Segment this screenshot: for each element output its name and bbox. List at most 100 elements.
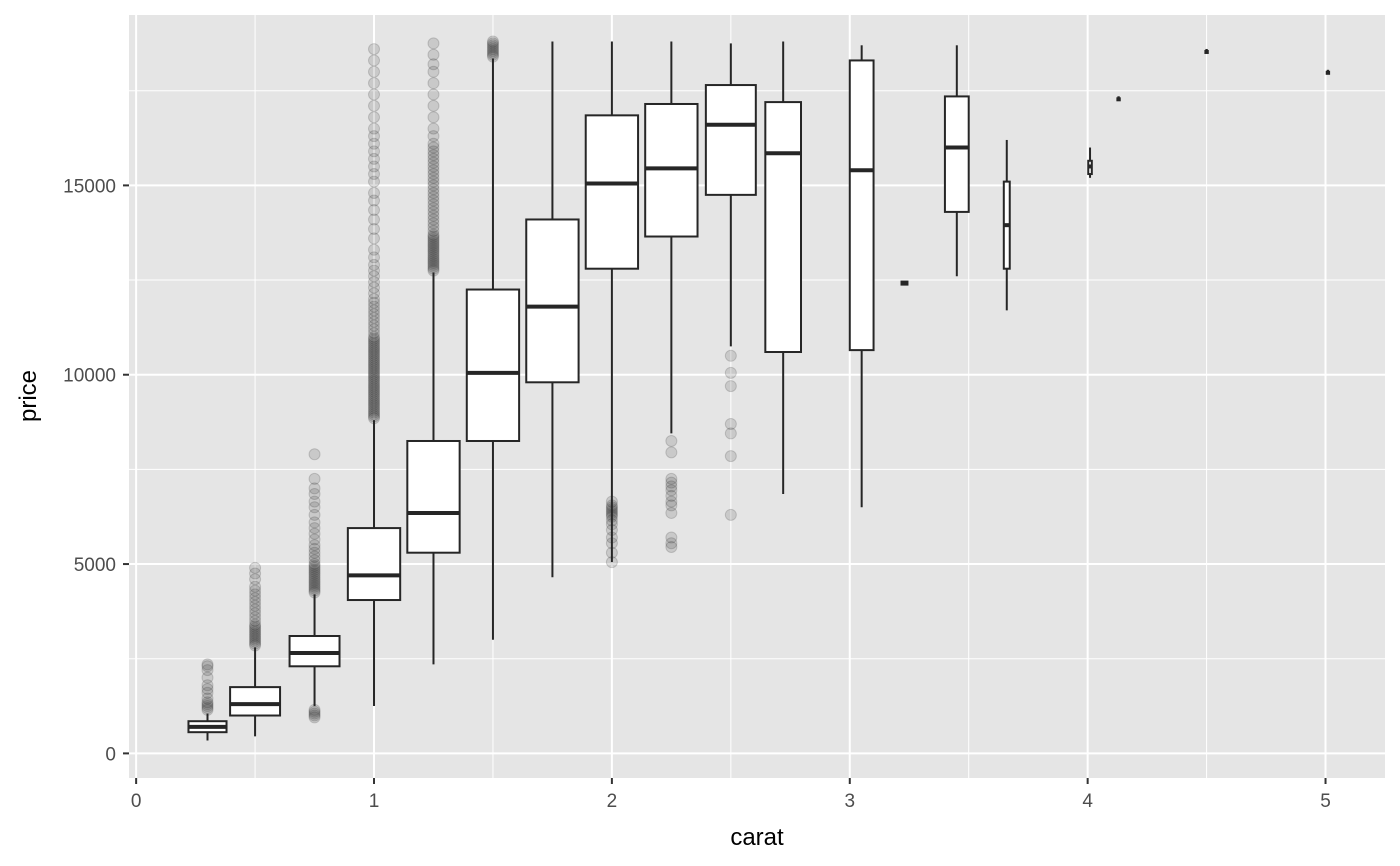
- outlier-point: [368, 363, 381, 376]
- outlier-point: [308, 561, 321, 574]
- outlier-point: [368, 364, 381, 377]
- outlier-point: [368, 374, 381, 387]
- outlier-point: [249, 584, 262, 597]
- outlier-point: [249, 614, 262, 627]
- outlier-point: [249, 603, 262, 616]
- outlier-point: [368, 243, 381, 256]
- outlier-point: [724, 508, 737, 521]
- outlier-point: [665, 472, 678, 485]
- outlier-point: [308, 488, 321, 501]
- outlier-point: [201, 698, 214, 711]
- outlier-point: [368, 385, 381, 398]
- outlier-point: [368, 351, 381, 364]
- outlier-point: [308, 527, 321, 540]
- x-axis-title: carat: [730, 824, 784, 851]
- outlier-point: [427, 230, 440, 243]
- outlier-point: [427, 232, 440, 245]
- outlier-point: [486, 44, 499, 57]
- outlier-point: [427, 160, 440, 173]
- outlier-point: [368, 130, 381, 143]
- outlier-point: [368, 344, 381, 357]
- outlier-point: [427, 205, 440, 218]
- outlier-point: [308, 516, 321, 529]
- box-body: [406, 439, 461, 554]
- outlier-point: [368, 315, 381, 328]
- box-group: [943, 45, 970, 277]
- outlier-point: [368, 368, 381, 381]
- outlier-point: [368, 300, 381, 313]
- outlier-point: [665, 531, 678, 544]
- outlier-point: [308, 554, 321, 567]
- outlier-point: [427, 130, 440, 143]
- outlier-point: [427, 152, 440, 165]
- outlier-point: [368, 330, 381, 343]
- box-group: [187, 713, 228, 741]
- outlier-point: [308, 580, 321, 593]
- outlier-point: [665, 541, 678, 554]
- outlier-point: [368, 137, 381, 150]
- outlier-point: [368, 402, 381, 415]
- outlier-point: [368, 204, 381, 217]
- outlier-point: [201, 664, 214, 677]
- outlier-point: [308, 707, 321, 720]
- box-group: [406, 272, 461, 665]
- outlier-point: [427, 245, 440, 258]
- outlier-point: [665, 446, 678, 459]
- box-body: [346, 527, 402, 602]
- outlier-point: [665, 495, 678, 508]
- outlier-point: [368, 378, 381, 391]
- outlier-point: [427, 190, 440, 203]
- outlier-point: [427, 243, 440, 256]
- outlier-point: [724, 427, 737, 440]
- outlier-point: [308, 573, 321, 586]
- outlier-point: [486, 46, 499, 59]
- box-group: [1325, 69, 1331, 75]
- outlier-point: [201, 692, 214, 705]
- outlier-point: [368, 111, 381, 124]
- outlier-point: [427, 258, 440, 271]
- outlier-point: [368, 319, 381, 332]
- outlier-point: [427, 175, 440, 188]
- outlier-point: [249, 635, 262, 648]
- x-tick-label: 1: [369, 791, 380, 812]
- outlier-point: [368, 408, 381, 421]
- outlier-point: [308, 550, 321, 563]
- outlier-point: [665, 476, 678, 489]
- outlier-point: [368, 152, 381, 165]
- outlier-point: [368, 65, 381, 78]
- outlier-point: [368, 270, 381, 283]
- outlier-point: [427, 122, 440, 135]
- outlier-point: [308, 565, 321, 578]
- outlier-point: [368, 380, 381, 393]
- outlier-point: [427, 48, 440, 61]
- outlier-point: [249, 580, 262, 593]
- box-group: [229, 647, 282, 737]
- outlier-point: [368, 281, 381, 294]
- outlier-point: [427, 241, 440, 254]
- box-series: [187, 41, 1331, 741]
- outlier-point: [368, 292, 381, 305]
- x-tick-label: 5: [1320, 791, 1331, 812]
- outlier-point: [427, 179, 440, 192]
- outlier-point: [201, 701, 214, 714]
- outlier-point: [308, 578, 321, 591]
- outlier-point: [249, 626, 262, 639]
- outlier-point: [427, 209, 440, 222]
- x-tick-label: 4: [1082, 791, 1093, 812]
- outlier-point: [368, 347, 381, 360]
- outlier-point: [486, 39, 499, 52]
- outlier-point: [368, 323, 381, 336]
- outlier-point: [201, 679, 214, 692]
- box-group: [704, 43, 757, 347]
- x-axis: 0 1 2 3 4 5: [131, 778, 1331, 812]
- outlier-point: [249, 633, 262, 646]
- outlier-point: [368, 122, 381, 135]
- outlier-point: [368, 366, 381, 379]
- outlier-point: [368, 311, 381, 324]
- outlier-point: [427, 186, 440, 199]
- outlier-point: [201, 660, 214, 673]
- outlier-point: [368, 395, 381, 408]
- outlier-point: [724, 417, 737, 430]
- outlier-point: [201, 696, 214, 709]
- outlier-point: [249, 618, 262, 631]
